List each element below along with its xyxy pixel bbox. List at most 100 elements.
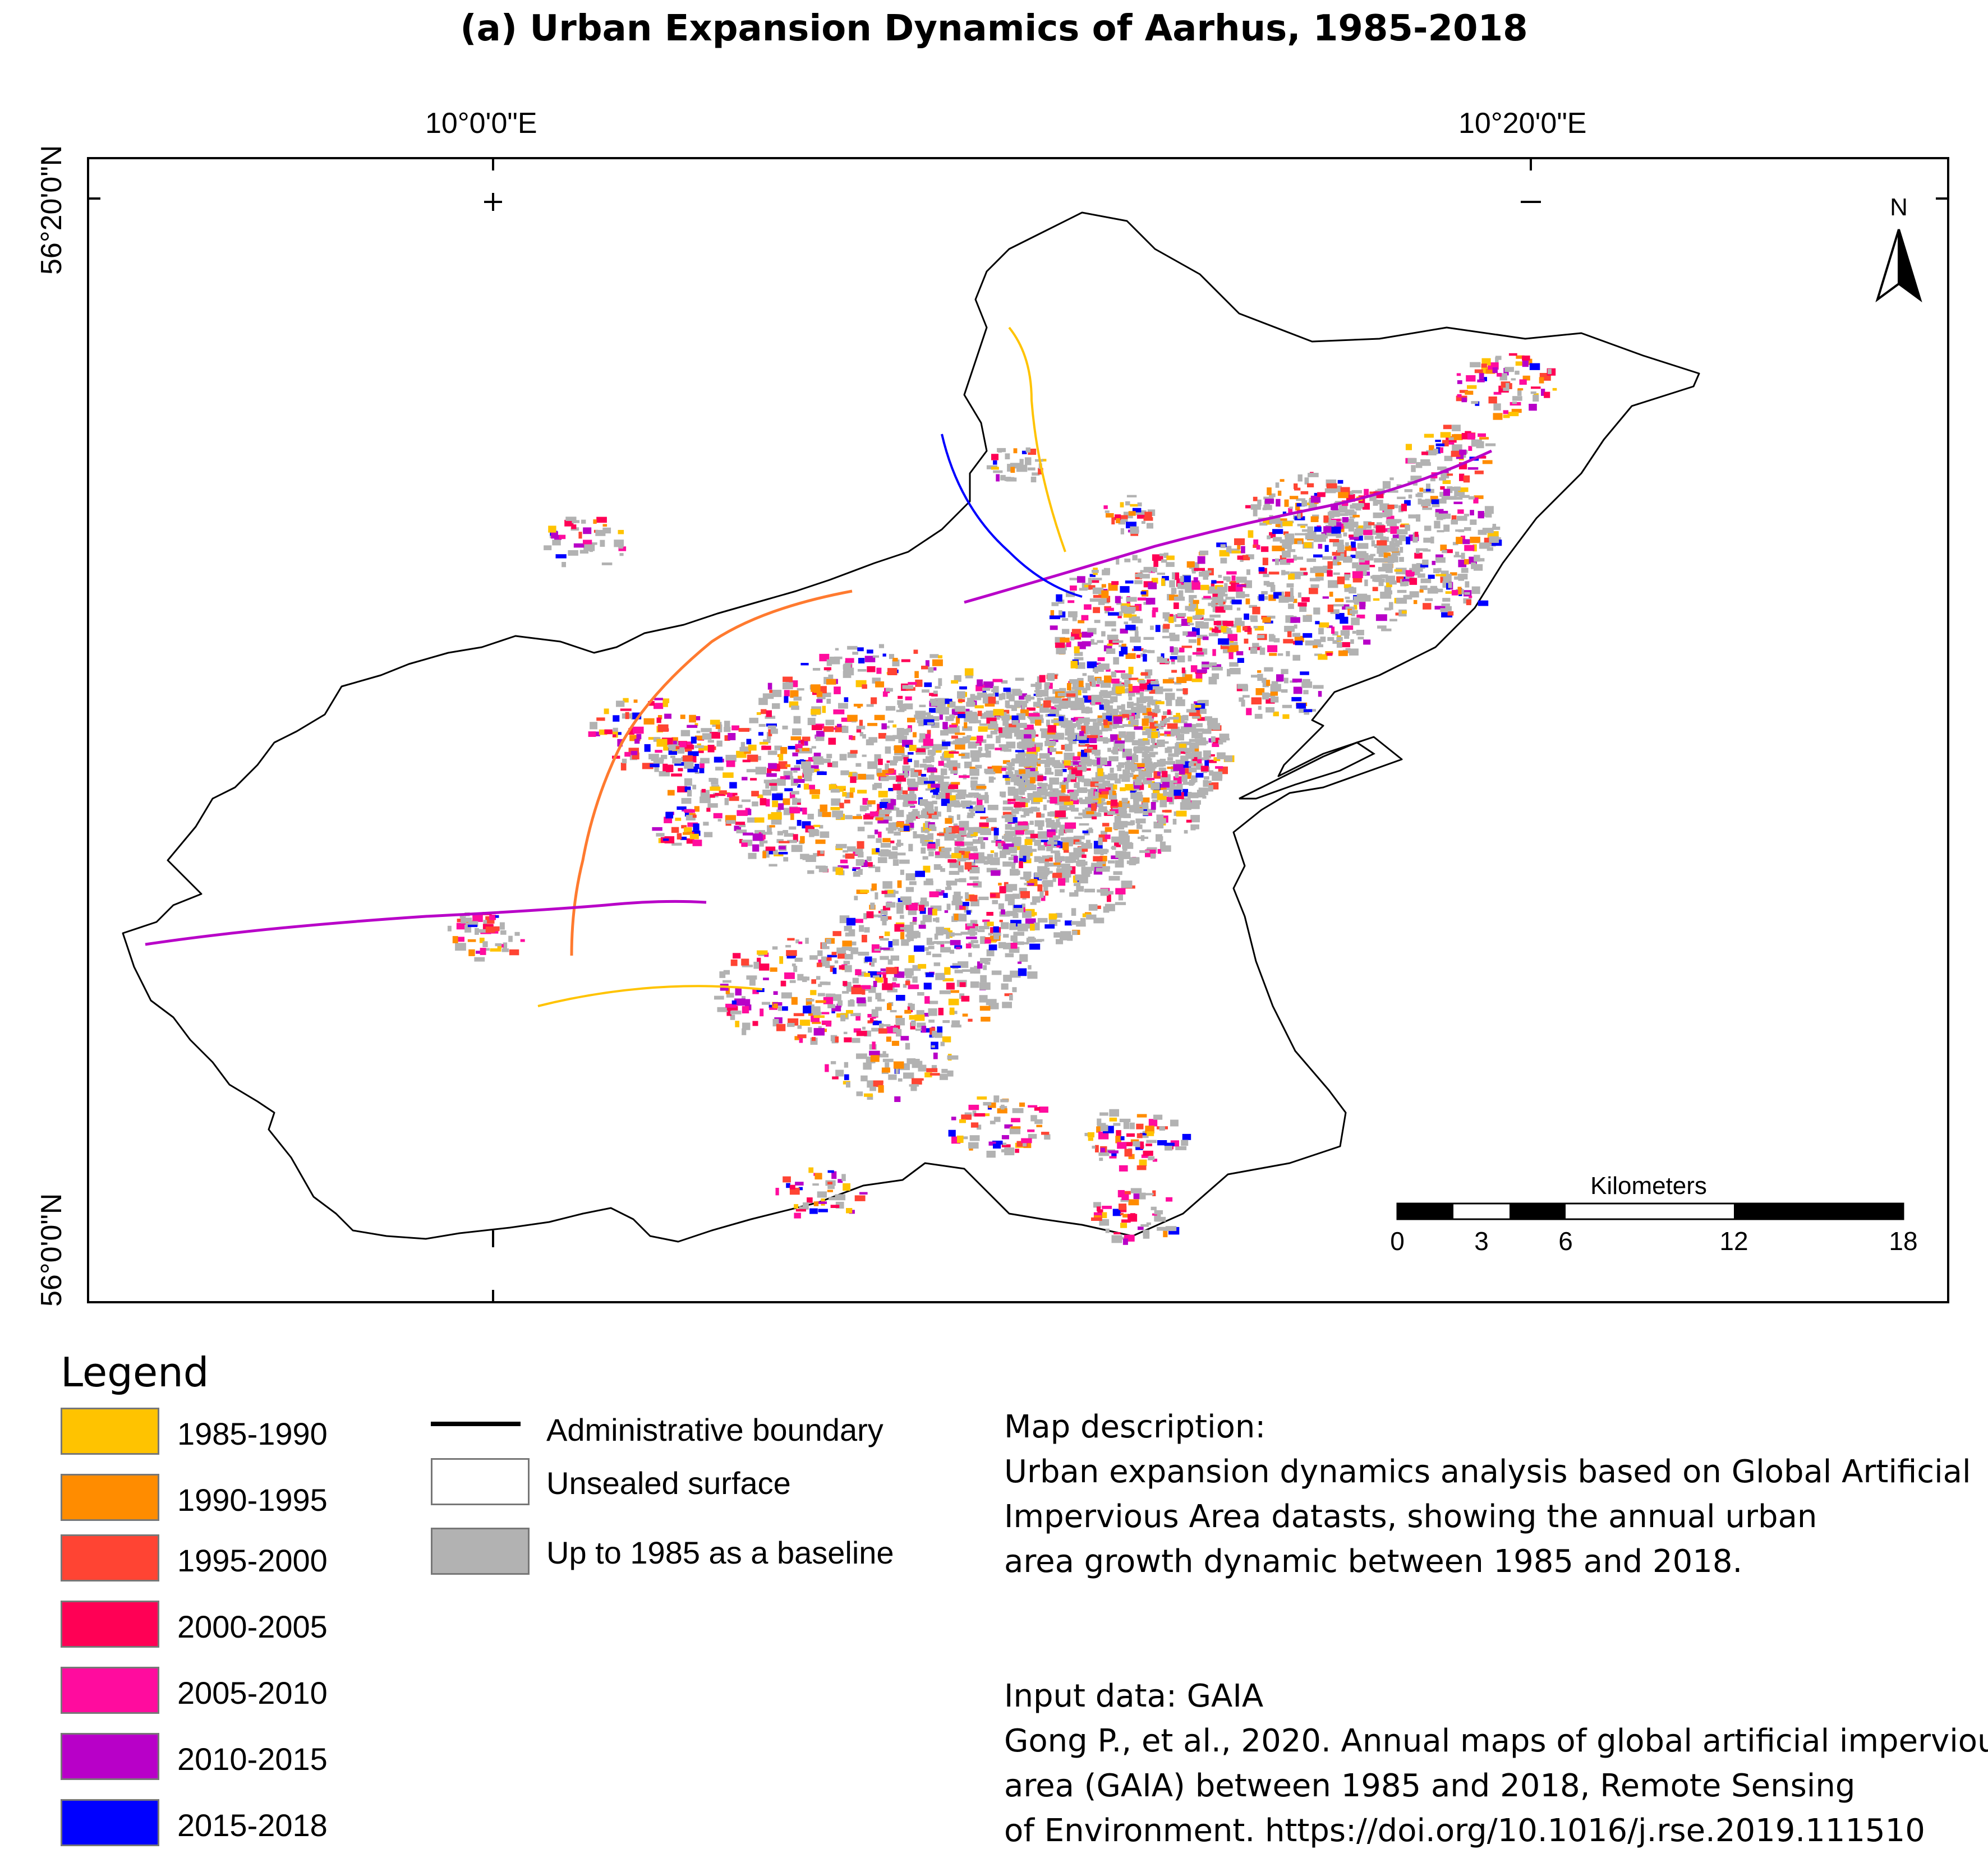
- urban-patch: [859, 732, 864, 736]
- urban-patch: [1495, 356, 1502, 360]
- urban-patch: [958, 829, 967, 836]
- urban-patch: [1252, 643, 1259, 647]
- urban-patch: [703, 832, 713, 837]
- urban-patch: [1141, 521, 1145, 524]
- urban-patch: [1441, 471, 1449, 478]
- urban-patch: [778, 761, 788, 769]
- urban-patch: [633, 726, 644, 734]
- urban-patch: [562, 562, 566, 568]
- urban-patch: [1392, 534, 1399, 539]
- urban-patch: [1186, 561, 1195, 568]
- urban-patch: [944, 910, 949, 913]
- urban-patch: [1262, 692, 1269, 700]
- urban-patch: [1267, 487, 1272, 495]
- description-line: area growth dynamic between 1985 and 201…: [1004, 1543, 1743, 1580]
- urban-patch: [1101, 791, 1112, 795]
- urban-patch: [1461, 397, 1467, 403]
- urban-patch: [613, 727, 618, 732]
- urban-patch: [1120, 528, 1124, 534]
- urban-patch: [888, 1074, 897, 1080]
- urban-patch: [1304, 542, 1312, 548]
- urban-patch: [995, 716, 1000, 720]
- urban-patch: [965, 943, 972, 949]
- urban-patch: [869, 811, 879, 817]
- urban-patch: [726, 820, 736, 824]
- urban-patch: [1434, 520, 1441, 529]
- urban-patch: [619, 553, 624, 556]
- urban-patch: [1447, 611, 1454, 616]
- urban-patch: [1218, 591, 1223, 597]
- urban-patch: [816, 962, 822, 967]
- urban-patch: [1257, 635, 1265, 638]
- urban-patch: [1147, 650, 1155, 653]
- urban-patch: [942, 722, 948, 730]
- urban-patch: [1281, 689, 1288, 693]
- urban-patch: [884, 932, 890, 937]
- urban-patch: [889, 654, 894, 660]
- urban-patch: [858, 658, 865, 663]
- urban-patch: [855, 859, 864, 866]
- urban-patch: [677, 786, 687, 792]
- urban-patch: [1153, 560, 1158, 567]
- urban-patch: [1030, 717, 1039, 724]
- urban-patch: [979, 982, 991, 990]
- urban-patch: [1139, 1133, 1148, 1136]
- urban-patch: [1189, 739, 1197, 743]
- urban-patch: [976, 786, 987, 789]
- urban-patch: [881, 1067, 890, 1073]
- urban-patch: [1106, 801, 1111, 805]
- urban-patch: [983, 681, 994, 689]
- urban-patch: [795, 939, 799, 944]
- urban-patch: [827, 1189, 833, 1192]
- urban-patch: [1167, 709, 1171, 715]
- urban-patch: [588, 731, 596, 737]
- urban-patch: [684, 786, 691, 792]
- urban-patch: [1458, 529, 1465, 532]
- urban-patch: [1147, 718, 1154, 723]
- urban-patch: [936, 889, 941, 892]
- urban-patch: [1028, 755, 1038, 762]
- urban-patch: [1001, 709, 1010, 714]
- urban-patch: [1147, 712, 1158, 717]
- urban-patch: [924, 781, 935, 784]
- urban-patch: [1091, 694, 1101, 700]
- urban-patch: [1097, 1209, 1103, 1213]
- urban-patch: [1129, 677, 1139, 680]
- urban-patch: [896, 995, 905, 1001]
- urban-patch: [826, 981, 831, 985]
- urban-patch: [774, 745, 783, 750]
- urban-patch: [756, 712, 761, 715]
- urban-patch: [1203, 618, 1214, 621]
- urban-patch: [868, 971, 877, 976]
- map-frame[interactable]: N Kilometers 0 3 6 12 18: [87, 157, 1949, 1303]
- urban-patch: [975, 764, 982, 769]
- urban-patch: [1375, 614, 1387, 621]
- urban-patch: [998, 942, 1006, 948]
- urban-patch: [895, 1018, 905, 1026]
- urban-patch: [892, 658, 898, 662]
- urban-patch: [851, 736, 855, 740]
- urban-patch: [1151, 738, 1156, 743]
- urban-patch: [864, 956, 872, 962]
- urban-patch: [1147, 778, 1155, 781]
- urban-patch: [1419, 487, 1424, 492]
- urban-patch: [853, 872, 860, 877]
- urban-patch: [762, 693, 774, 699]
- urban-patch: [687, 725, 698, 728]
- urban-patch: [820, 831, 830, 838]
- urban-patch: [468, 921, 478, 927]
- urban-patch: [1074, 817, 1083, 819]
- urban-patch: [1074, 883, 1079, 886]
- urban-patch: [1084, 861, 1088, 866]
- urban-patch: [1024, 839, 1033, 845]
- urban-patch: [1386, 580, 1392, 587]
- urban-patch: [958, 699, 965, 702]
- urban-patch: [1037, 845, 1046, 851]
- urban-patch: [1021, 450, 1027, 454]
- urban-patch: [1442, 598, 1451, 602]
- urban-patch: [923, 734, 931, 739]
- urban-patch: [1265, 707, 1274, 713]
- urban-patch: [1137, 597, 1147, 601]
- urban-patch: [782, 725, 788, 730]
- urban-patch: [1130, 703, 1139, 706]
